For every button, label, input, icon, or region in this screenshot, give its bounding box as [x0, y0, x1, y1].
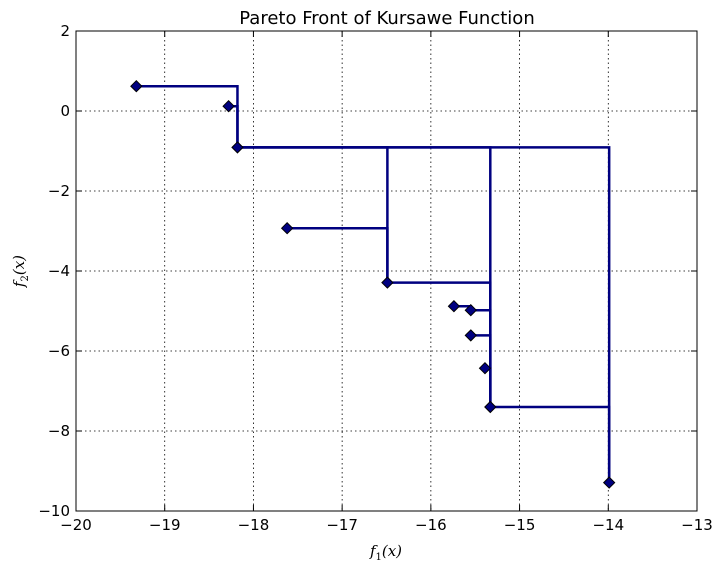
pareto-step-line — [237, 146, 389, 283]
pareto-point — [222, 99, 235, 113]
pareto-step-line — [228, 104, 239, 148]
y-tick-label: −4 — [48, 262, 70, 280]
x-tick-label: −13 — [681, 516, 713, 534]
pareto-point — [484, 400, 497, 414]
axis-ticks: −20 −19 −18 −17 −16 −15 −14 −13−10−8−6−4−202 — [38, 22, 712, 534]
y-tick-label: −8 — [48, 422, 70, 440]
pareto-step-line — [287, 226, 389, 283]
pareto-point — [447, 299, 461, 313]
pareto-point — [464, 303, 477, 317]
x-tick-label: −20 — [60, 516, 92, 534]
y-tick-label: −2 — [48, 182, 70, 200]
pareto-point — [130, 79, 143, 93]
pareto-point — [602, 476, 616, 489]
pareto-point — [381, 276, 394, 289]
pareto-points — [130, 79, 616, 489]
pareto-step-line — [237, 146, 492, 407]
pareto-step-line — [470, 308, 492, 407]
pareto-point — [231, 141, 244, 154]
pareto-point — [478, 361, 492, 375]
y-tick-label: −10 — [38, 502, 70, 520]
x-axis-label: f1(x) — [369, 542, 402, 563]
chart-title: Pareto Front of Kursawe Function — [239, 8, 534, 29]
pareto-step-line — [387, 281, 492, 407]
pareto-step-line — [237, 146, 611, 483]
pareto-step-line — [484, 366, 492, 407]
x-tick-label: −16 — [415, 516, 447, 534]
y-tick-label: 0 — [60, 102, 70, 120]
y-tick-label: 2 — [60, 22, 70, 40]
x-tick-label: −15 — [504, 516, 536, 534]
pareto-point — [464, 329, 477, 342]
y-axis-label: f2(x) — [10, 255, 31, 288]
x-tick-label: −17 — [326, 516, 358, 534]
x-tick-label: −14 — [592, 516, 624, 534]
pareto-step-line — [490, 405, 611, 483]
y-tick-label: −6 — [48, 342, 70, 360]
pareto-step-line — [136, 84, 239, 148]
pareto-steps — [136, 84, 611, 483]
x-tick-label: −19 — [149, 516, 181, 534]
pareto-point — [280, 221, 294, 235]
x-tick-label: −18 — [238, 516, 270, 534]
